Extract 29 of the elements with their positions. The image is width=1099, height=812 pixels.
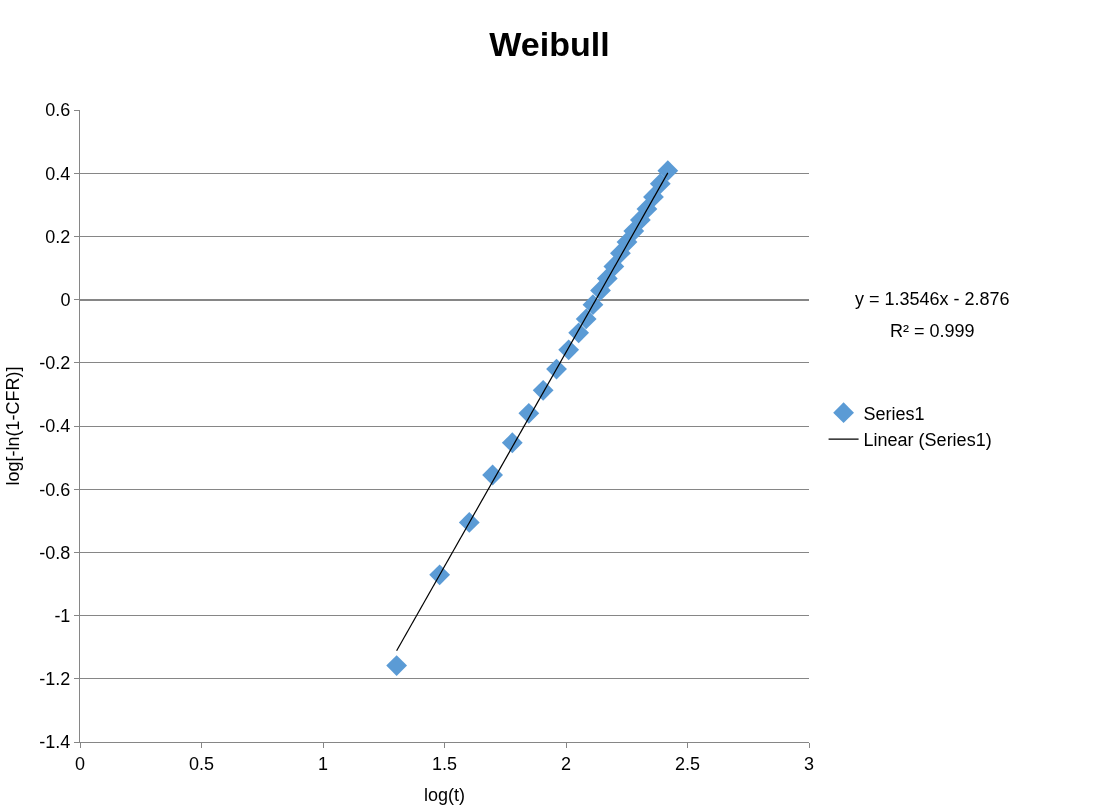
- chart-title: Weibull: [489, 25, 610, 64]
- y-tick-label: -0.8: [39, 542, 71, 563]
- y-tick-label: 0.6: [45, 100, 71, 121]
- x-tick-label: 1: [317, 753, 329, 774]
- x-tick-label: 2.5: [674, 753, 701, 774]
- y-tick-label: -0.4: [39, 416, 71, 437]
- x-tick-label: 2: [560, 753, 572, 774]
- y-tick-label: -1.4: [39, 732, 71, 753]
- y-tick-label: -1: [54, 605, 71, 626]
- x-tick-label: 3: [803, 753, 815, 774]
- legend-label: Series1: [863, 403, 925, 424]
- x-tick-label: 0.5: [188, 753, 215, 774]
- y-tick-label: -1.2: [39, 669, 71, 690]
- y-tick-label: 0.4: [45, 163, 71, 184]
- y-tick-label: 0: [60, 289, 71, 310]
- point: [657, 160, 679, 182]
- text: y = 1.3546x - 2.876: [855, 289, 1010, 309]
- y-tick-label: 0.2: [45, 226, 71, 247]
- point: [458, 511, 480, 533]
- x-tick-label: 0: [74, 753, 86, 774]
- x-axis-title: log(t): [423, 784, 466, 805]
- y-tick-label: -0.2: [39, 353, 71, 374]
- text: R² = 0.999: [890, 321, 975, 341]
- point: [582, 294, 604, 316]
- legend-label: Linear (Series1): [863, 430, 992, 451]
- x-tick-label: 1.5: [431, 753, 458, 774]
- point: [386, 655, 408, 676]
- y-tick-label: -0.6: [39, 479, 71, 500]
- y-axis-title: log[-ln(1-CFR)]: [2, 366, 23, 486]
